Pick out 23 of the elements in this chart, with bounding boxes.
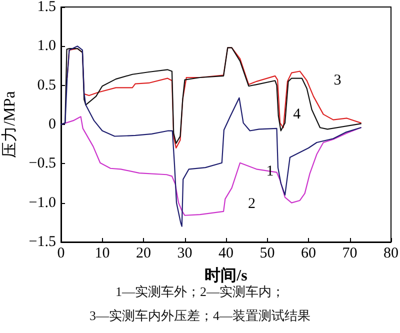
series-label: 4 <box>293 106 302 122</box>
x-tick-label: 30 <box>177 246 192 262</box>
y-tick-label: 0.5 <box>37 77 56 94</box>
x-tick-label: 50 <box>260 246 275 262</box>
x-tick-label: 60 <box>301 246 316 262</box>
x-axis-title: 时间/s <box>204 266 248 284</box>
y-tick-label: 1.5 <box>37 0 56 15</box>
y-axis-title: 压力/MPa <box>0 91 18 158</box>
x-tick-label: 10 <box>94 246 110 262</box>
text: 3—实测车内外压差；4—装置测试结果 <box>90 308 310 323</box>
x-tick-label: 40 <box>218 246 234 262</box>
line-series <box>60 46 362 227</box>
text: 1—实测车外；2—实测车内； <box>116 284 284 299</box>
x-tick-label: 80 <box>384 246 398 262</box>
series-label: 3 <box>334 72 342 88</box>
y-tick-label: 1.0 <box>37 38 56 54</box>
y-tick-label: −1.5 <box>28 234 56 250</box>
y-tick-label: −1.0 <box>28 194 56 211</box>
y-tick-label: 0 <box>48 116 56 132</box>
x-tick-label: 70 <box>342 246 358 262</box>
y-tick-label: −0.5 <box>28 156 56 172</box>
series-label: 2 <box>248 196 256 212</box>
x-tick-label: 20 <box>136 246 151 262</box>
